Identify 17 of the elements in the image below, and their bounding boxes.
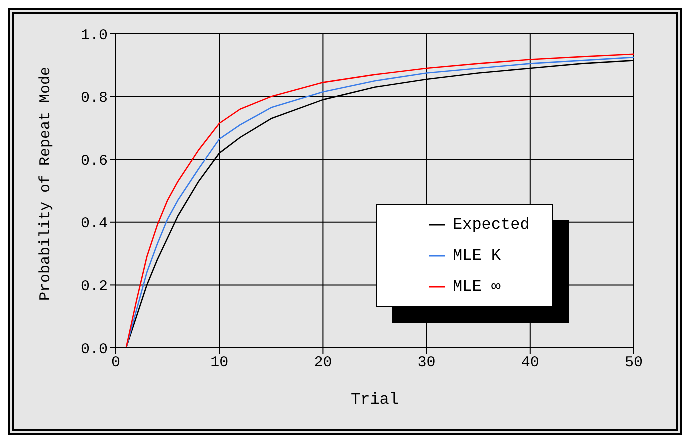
x-axis-title: Trial (350, 391, 400, 409)
y-tick-label: 0.6 (80, 152, 108, 170)
y-tick-label: 0.8 (80, 90, 108, 108)
y-axis-title: Probability of Repeat Mode (37, 66, 54, 301)
y-tick-label: 1.0 (80, 27, 108, 44)
x-tick-label: 50 (624, 354, 644, 372)
x-tick-label: 0 (111, 354, 121, 372)
y-tick-label: 0.0 (80, 341, 108, 358)
y-tick-label: 0.2 (80, 278, 108, 296)
x-tick-label: 30 (418, 354, 436, 372)
legend-label: MLE K (453, 246, 502, 264)
x-tick-label: 10 (210, 354, 229, 372)
y-tick-label: 0.4 (80, 216, 108, 233)
x-tick-label: 20 (314, 354, 332, 372)
legend-label: MLE ∞ (453, 278, 502, 296)
legend-label: Expected (453, 216, 530, 234)
x-tick-label: 40 (521, 354, 540, 372)
